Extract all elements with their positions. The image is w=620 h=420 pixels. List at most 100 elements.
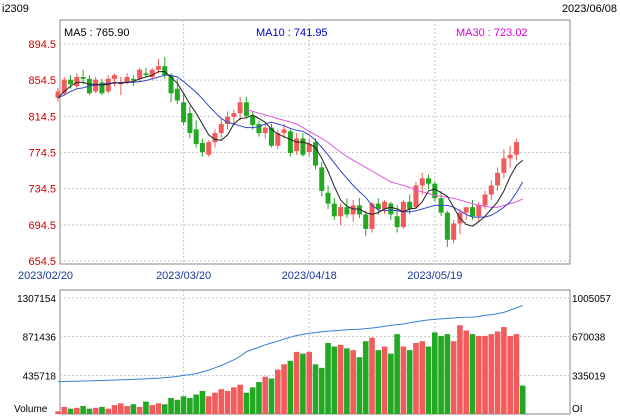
candle-body <box>344 207 350 215</box>
volume-bar <box>61 406 68 414</box>
volume-bar <box>438 335 444 414</box>
candle-body <box>432 183 438 199</box>
volume-bar <box>118 403 124 414</box>
price-tick-label: 814.5 <box>28 111 56 123</box>
volume-bar <box>174 399 181 414</box>
volume-bar <box>218 389 225 414</box>
candle-body <box>61 79 67 94</box>
volume-bar <box>469 334 476 414</box>
candle-body <box>243 102 249 116</box>
volume-bar <box>262 376 269 414</box>
candle-body <box>256 124 262 134</box>
volume-bar <box>136 406 143 414</box>
candle-body <box>294 138 300 152</box>
candle-body <box>312 142 318 166</box>
candle-body <box>80 77 86 79</box>
price-tick-label: 694.5 <box>28 220 56 232</box>
volume-bar <box>149 405 155 414</box>
volume-bar <box>388 353 394 414</box>
candle-body <box>382 201 388 210</box>
candle-body <box>187 113 193 134</box>
candle-body <box>155 66 161 70</box>
volume-bar <box>419 341 426 414</box>
volume-bar <box>369 337 375 414</box>
candle-body <box>281 129 287 134</box>
volume-bar <box>425 346 432 414</box>
candle-body <box>400 201 406 228</box>
price-tick-label: 894.5 <box>28 39 56 51</box>
volume-tick-label: 435718 <box>23 371 57 382</box>
volume-bar <box>124 406 130 414</box>
volume-bar <box>111 405 118 414</box>
candle-body <box>488 185 494 195</box>
volume-bar <box>406 350 413 414</box>
oi-axis-label: OI <box>572 404 583 415</box>
candle-body <box>262 127 268 134</box>
candle-body <box>426 178 432 184</box>
ma10-line <box>57 74 524 218</box>
volume-bar <box>212 392 218 414</box>
candle-body <box>124 77 130 83</box>
oi-tick-label: 335019 <box>572 371 606 382</box>
volume-bar <box>463 330 469 414</box>
volume-bar <box>400 346 407 414</box>
volume-bar <box>180 396 187 414</box>
volume-bar <box>381 346 388 414</box>
candle-body <box>212 133 218 143</box>
volume-bar <box>237 384 243 414</box>
candle-body <box>469 207 475 217</box>
volume-bar <box>143 401 149 414</box>
volume-bar <box>362 341 369 414</box>
candle-body <box>275 133 281 146</box>
price-tick-label: 774.5 <box>28 148 56 160</box>
candle-body <box>444 212 450 240</box>
volume-bar <box>161 404 168 414</box>
candle-body <box>300 138 306 155</box>
volume-bar <box>92 407 99 414</box>
price-tick-label: 654.5 <box>28 256 56 268</box>
candle-body <box>350 205 356 215</box>
open-interest-line <box>57 305 523 383</box>
date-axis: 2023/02/20 2023/03/20 2023/04/18 2023/05/19 <box>18 270 462 282</box>
volume-bar <box>224 390 231 414</box>
volume-bar <box>375 350 382 414</box>
candle-body <box>331 203 337 217</box>
volume-bars <box>55 325 526 414</box>
candle-body <box>181 102 187 123</box>
volume-bar <box>457 325 463 414</box>
volume-bar <box>105 408 112 414</box>
volume-bar <box>325 343 331 414</box>
candle-body <box>513 142 519 155</box>
volume-bar <box>432 332 438 414</box>
candle-body <box>463 207 469 213</box>
candle-body <box>388 203 394 215</box>
candle-body <box>74 77 80 87</box>
volume-bar <box>199 390 206 414</box>
candle-body <box>231 113 237 117</box>
date-tick-label: 2023/03/20 <box>156 270 211 282</box>
volume-bar <box>356 357 363 414</box>
volume-bar <box>268 378 275 414</box>
candle-body <box>193 129 199 144</box>
volume-bar <box>501 327 507 414</box>
volume-bar <box>513 334 520 414</box>
ma30-line <box>246 109 523 208</box>
volume-bar <box>281 364 287 414</box>
oi-tick-label: 670038 <box>572 333 606 344</box>
candle-body <box>199 143 205 153</box>
candle-body <box>495 172 501 186</box>
candle-body <box>476 205 482 217</box>
candle-body <box>501 158 507 173</box>
candle-body <box>356 205 362 215</box>
volume-bar <box>256 382 262 414</box>
candle-body <box>250 115 256 125</box>
volume-bar <box>187 398 193 414</box>
volume-bar <box>337 344 344 414</box>
volume-bar <box>350 350 356 414</box>
volume-bar <box>155 403 162 414</box>
price-y-axis: 894.5 854.5 814.5 774.5 734.5 694.5 654.5 <box>28 39 56 268</box>
candle-body <box>149 69 155 78</box>
candle-body <box>507 154 513 159</box>
volume-bar <box>494 331 501 414</box>
